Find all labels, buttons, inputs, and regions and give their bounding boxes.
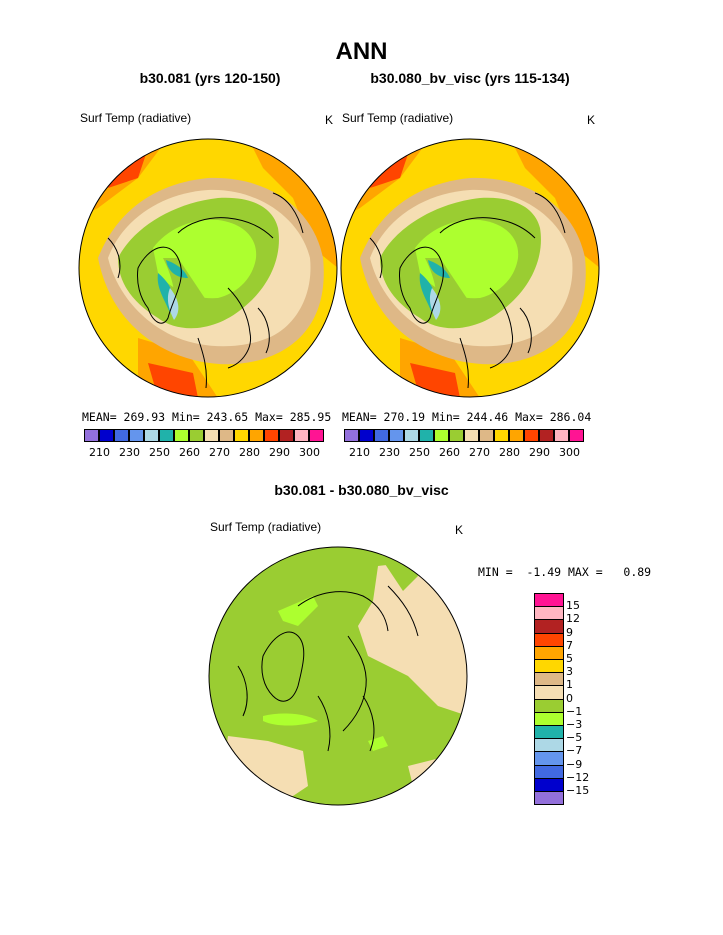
colorbar-tick-label: −5 bbox=[566, 731, 583, 745]
colorbar-tick-label: 210 bbox=[349, 446, 370, 459]
colorbar-swatch bbox=[204, 429, 219, 442]
left-polar-map bbox=[78, 138, 338, 398]
colorbar-tick-label: 290 bbox=[529, 446, 550, 459]
colorbar-tick-label: 5 bbox=[566, 652, 573, 665]
colorbar-swatch bbox=[534, 619, 564, 634]
right-colorbar-ticks: 210 230 250 260 270 280 290 300 bbox=[344, 445, 584, 459]
colorbar-swatch bbox=[534, 791, 564, 806]
colorbar-swatch bbox=[99, 429, 114, 442]
colorbar-tick-label: 250 bbox=[409, 446, 430, 459]
colorbar-tick-label: 300 bbox=[559, 446, 580, 459]
colorbar-swatch bbox=[174, 429, 189, 442]
colorbar-swatch bbox=[524, 429, 539, 442]
colorbar-swatch bbox=[264, 429, 279, 442]
colorbar-swatch bbox=[534, 751, 564, 766]
colorbar-tick-label: 260 bbox=[179, 446, 200, 459]
colorbar-swatch bbox=[309, 429, 324, 442]
left-colorbar-ticks: 210 230 250 260 270 280 290 300 bbox=[84, 445, 324, 459]
page-title: ANN bbox=[335, 38, 388, 65]
left-case-title: b30.081 (yrs 120-150) bbox=[139, 70, 281, 86]
colorbar-swatch bbox=[219, 429, 234, 442]
colorbar-tick-label: −12 bbox=[566, 770, 590, 784]
colorbar-swatch bbox=[449, 429, 464, 442]
colorbar-tick-label: 300 bbox=[299, 446, 320, 459]
colorbar-swatch bbox=[534, 672, 564, 687]
diff-variable-label: Surf Temp (radiative) bbox=[210, 520, 322, 534]
colorbar-swatch bbox=[344, 429, 359, 442]
colorbar-swatch bbox=[534, 777, 564, 792]
diff-case-title: b30.081 - b30.080_bv_visc bbox=[274, 482, 449, 498]
colorbar-swatch bbox=[374, 429, 389, 442]
colorbar-swatch bbox=[534, 725, 564, 740]
left-variable-label: Surf Temp (radiative) bbox=[80, 111, 192, 125]
colorbar-tick-label: 290 bbox=[269, 446, 290, 459]
left-stats: MEAN= 269.93 Min= 243.65 Max= 285.95 bbox=[82, 410, 332, 424]
colorbar-swatch bbox=[279, 429, 294, 442]
colorbar-swatch bbox=[129, 429, 144, 442]
colorbar-swatch bbox=[539, 429, 554, 442]
colorbar-tick-label: 7 bbox=[566, 638, 573, 652]
colorbar-swatch bbox=[434, 429, 449, 442]
colorbar-swatch bbox=[479, 429, 494, 442]
colorbar-swatch bbox=[534, 606, 564, 621]
colorbar-swatch bbox=[404, 429, 419, 442]
colorbar-tick-label: −1 bbox=[566, 704, 583, 718]
colorbar-swatch bbox=[534, 764, 564, 779]
colorbar-tick-label: 260 bbox=[439, 446, 460, 459]
colorbar-swatch bbox=[234, 429, 249, 442]
colorbar-tick-label: 15 bbox=[566, 599, 580, 613]
colorbar-swatch bbox=[534, 738, 564, 753]
colorbar-tick-label: 270 bbox=[209, 446, 230, 459]
colorbar-tick-label: 280 bbox=[499, 446, 520, 459]
colorbar-swatch bbox=[189, 429, 204, 442]
colorbar-tick-label: 3 bbox=[566, 665, 573, 679]
diff-polar-map bbox=[208, 546, 468, 806]
right-polar-map bbox=[340, 138, 600, 398]
colorbar-tick-label: 280 bbox=[239, 446, 260, 459]
colorbar-swatch bbox=[534, 685, 564, 700]
diff-units-label: K bbox=[455, 523, 464, 537]
colorbar-tick-label: −3 bbox=[566, 718, 583, 731]
colorbar-tick-label: 270 bbox=[469, 446, 490, 459]
colorbar-swatch bbox=[389, 429, 404, 442]
colorbar-swatch bbox=[509, 429, 524, 442]
colorbar-tick-label: −7 bbox=[566, 744, 583, 758]
colorbar-swatch bbox=[534, 645, 564, 660]
colorbar-swatch bbox=[114, 429, 129, 442]
colorbar-tick-label: 210 bbox=[89, 446, 110, 459]
colorbar-swatch bbox=[534, 698, 564, 713]
colorbar-tick-label: 9 bbox=[566, 625, 573, 639]
colorbar-tick-label: −9 bbox=[566, 757, 583, 771]
colorbar-swatch bbox=[534, 659, 564, 674]
colorbar-swatch bbox=[84, 429, 99, 442]
diff-minmax: MIN = -1.49 MAX = 0.89 bbox=[478, 565, 652, 579]
right-variable-label: Surf Temp (radiative) bbox=[342, 111, 454, 125]
colorbar-swatch bbox=[569, 429, 584, 442]
colorbar-swatch bbox=[464, 429, 479, 442]
colorbar-tick-label: −15 bbox=[566, 784, 590, 797]
colorbar-swatch bbox=[159, 429, 174, 442]
right-units-label: K bbox=[587, 113, 596, 127]
left-units-label: K bbox=[325, 113, 334, 127]
colorbar-swatch bbox=[534, 593, 564, 608]
colorbar-swatch bbox=[144, 429, 159, 442]
colorbar-swatch bbox=[534, 711, 564, 726]
colorbar-swatch bbox=[294, 429, 309, 442]
colorbar-swatch bbox=[554, 429, 569, 442]
colorbar-swatch bbox=[249, 429, 264, 442]
colorbar-tick-label: 250 bbox=[149, 446, 170, 459]
colorbar-swatch bbox=[534, 632, 564, 647]
colorbar-tick-label: 12 bbox=[566, 612, 580, 626]
colorbar-tick-label: 0 bbox=[566, 691, 573, 705]
right-case-title: b30.080_bv_visc (yrs 115-134) bbox=[370, 70, 570, 86]
right-stats: MEAN= 270.19 Min= 244.46 Max= 286.04 bbox=[342, 410, 592, 424]
diff-colorbar-ticks: 15 12 9 7 5 3 1 0 −1 −3 −5 −7 −9 −12 −15 bbox=[566, 593, 606, 803]
colorbar-tick-label: 230 bbox=[119, 446, 140, 459]
colorbar-swatch bbox=[359, 429, 374, 442]
colorbar-swatch bbox=[494, 429, 509, 442]
colorbar-swatch bbox=[419, 429, 434, 442]
colorbar-tick-label: 1 bbox=[566, 678, 573, 692]
colorbar-tick-label: 230 bbox=[379, 446, 400, 459]
